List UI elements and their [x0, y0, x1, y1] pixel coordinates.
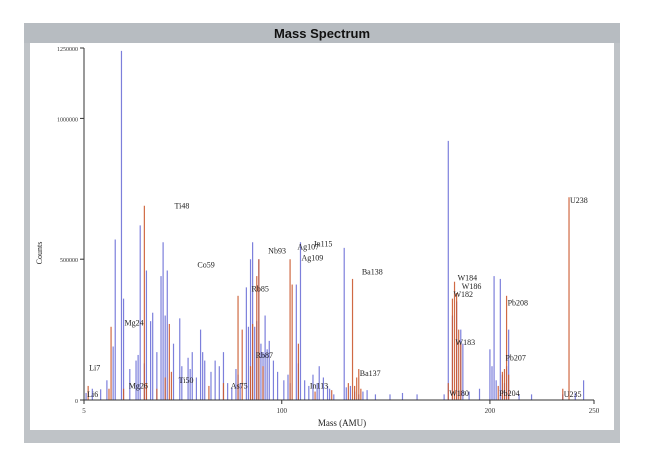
peak-label-12: In115: [314, 240, 332, 249]
peak-label-3: Mg26: [129, 382, 148, 391]
peak-label-21: W180: [449, 389, 469, 398]
peak-label-22: Pb208: [508, 299, 528, 308]
x-tick-label-3: 250: [589, 407, 600, 415]
peak-label-7: As75: [231, 382, 248, 391]
x-tick-label-0: 5: [82, 407, 86, 415]
annotations-layer: Li7 Li6 Mg24 Mg26 Ti48 Ti50 Co59 As75 Rb85 Rb87 Nb…: [87, 196, 588, 399]
x-tick-label-2: 200: [485, 407, 496, 415]
y-tick-label-1: 500000: [60, 258, 78, 264]
chart-title: Mass Spectrum: [273, 26, 371, 41]
x-axis-label: Mass (AMU): [318, 418, 366, 428]
peak-label-19: W182: [453, 290, 473, 299]
peak-label-18: W186: [462, 282, 482, 291]
peak-label-11: Ag107: [297, 242, 319, 251]
peak-label-8: Rb85: [252, 285, 269, 294]
title-bar: Mass Spectrum: [24, 23, 620, 43]
mass-spectrum-chart: 5 100 200 250 0 500000 1000000 1250000 Li7 Li6 Mg…: [35, 47, 600, 428]
peak-label-14: In113: [310, 382, 328, 391]
peaks-layer: [85, 50, 585, 400]
peak-label-0: Li7: [89, 363, 100, 372]
peak-label-20: W183: [456, 338, 476, 347]
peak-label-10: Nb93: [268, 247, 286, 256]
peak-label-1: Li6: [87, 390, 98, 399]
y-axis-label: Counts: [35, 242, 44, 265]
peak-label-5: Ti50: [179, 376, 194, 385]
peak-label-23: Pb207: [505, 354, 525, 363]
peak-label-25: U238: [570, 196, 588, 205]
peak-label-17: W184: [458, 273, 478, 282]
peak-label-26: U235: [564, 390, 582, 399]
axes-layer: 5 100 200 250 0 500000 1000000 1250000: [57, 47, 600, 415]
chart-window: Mass Spectrum 5 100 200 250 0 500000 1000000 12…: [24, 23, 620, 443]
plot-panel: 5 100 200 250 0 500000 1000000 1250000 Li7 Li6 Mg…: [30, 43, 614, 430]
peak-label-13: Ag109: [301, 254, 323, 263]
y-tick-label-2: 1000000: [57, 117, 78, 123]
y-tick-label-0: 0: [75, 399, 78, 405]
y-tick-label-3: 1250000: [57, 47, 78, 53]
x-tick-label-1: 100: [277, 407, 288, 415]
peak-label-15: Ba138: [362, 268, 383, 277]
peak-label-6: Co59: [197, 261, 214, 270]
peak-label-24: Pb204: [499, 389, 519, 398]
peak-label-2: Mg24: [125, 318, 144, 327]
peak-label-16: Ba137: [360, 369, 381, 378]
peak-label-9: Rb87: [256, 351, 273, 360]
peak-label-4: Ti48: [175, 202, 190, 211]
